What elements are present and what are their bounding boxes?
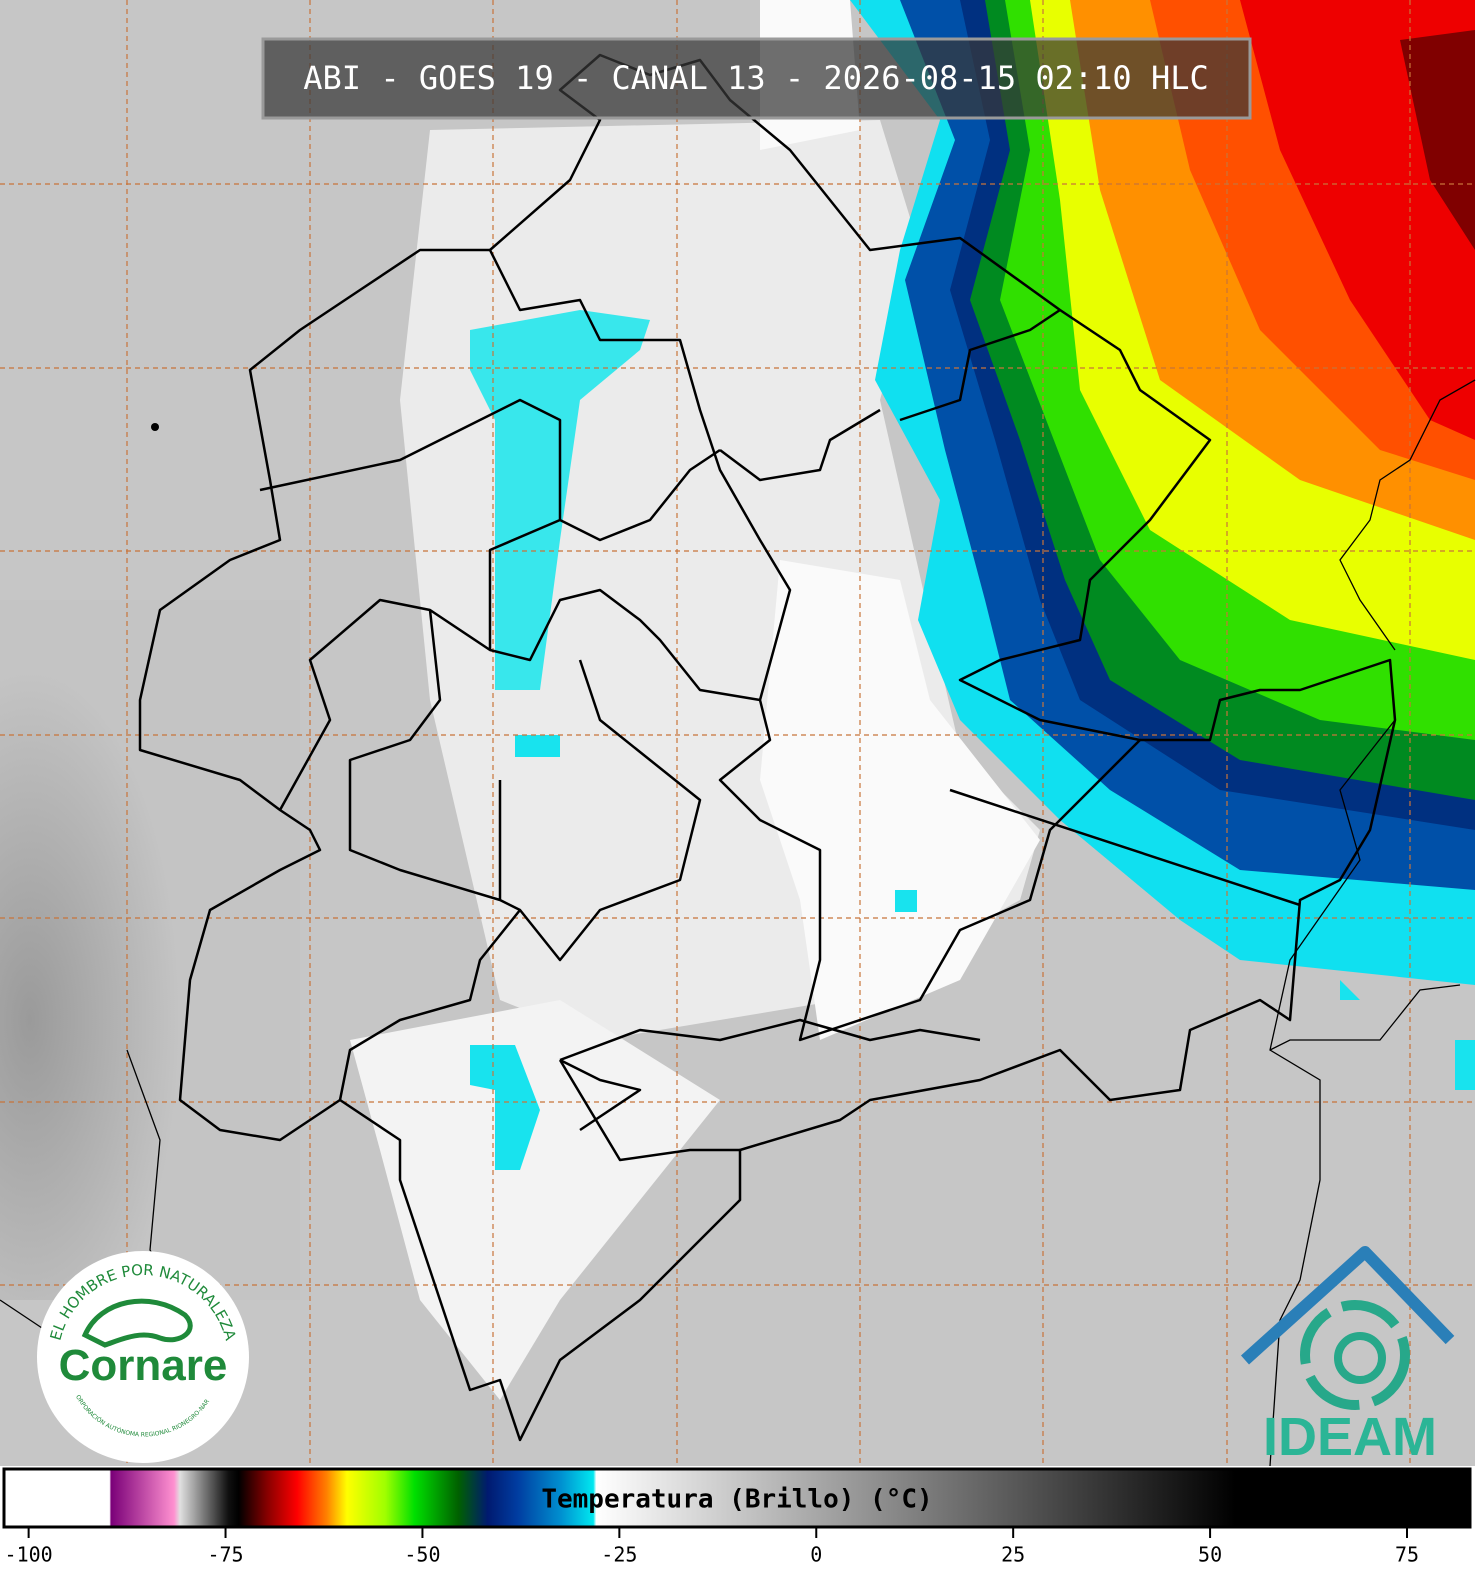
cold-cloud-patch (895, 890, 917, 912)
colorbar-tick-label: 0 (810, 1543, 822, 1567)
colorbar: Temperatura (Brillo) (°C) (2, 1467, 1472, 1529)
bright-area (760, 560, 1040, 1040)
colorbar-tick-label: 25 (1001, 1543, 1025, 1567)
cold-cloud-patch (1340, 980, 1475, 1090)
title: ABI - GOES 19 - CANAL 13 - 2026-08-15 02… (303, 59, 1208, 97)
dark-cloud-haze (0, 600, 300, 1300)
colorbar-tick-label: 50 (1198, 1543, 1222, 1567)
city-marker (151, 423, 159, 431)
cold-cloud-patch (515, 735, 560, 757)
ideam-name: IDEAM (1263, 1407, 1437, 1467)
cornare-badge (37, 1251, 249, 1463)
cold-cloud-patch (470, 1045, 540, 1170)
ideam-swirl (1300, 1300, 1410, 1410)
colorbar-tick-label: -75 (207, 1543, 243, 1567)
ideam-roof (1240, 1246, 1455, 1365)
cloud-band-darkred (1400, 30, 1475, 250)
ideam-swirl (1334, 1332, 1386, 1384)
cornare-emblem (81, 1298, 193, 1348)
colorbar-strip (2, 1467, 1472, 1529)
colorbar-tick-label: 75 (1395, 1543, 1419, 1567)
colorbar-tick-label: -50 (404, 1543, 440, 1567)
colorbar-label: Temperatura (Brillo) (°C) (541, 1485, 932, 1515)
cornare-name: Cornare (59, 1341, 228, 1390)
boundaries (0, 53, 1476, 1467)
bright-area (350, 1000, 720, 1400)
title-box (261, 37, 1252, 120)
colorbar-tick-label: -25 (601, 1543, 637, 1567)
colorbar-tick-label: -100 (5, 1543, 53, 1567)
ideam-logo: IDEAM (1240, 1246, 1455, 1467)
graticule (0, 0, 1475, 1466)
